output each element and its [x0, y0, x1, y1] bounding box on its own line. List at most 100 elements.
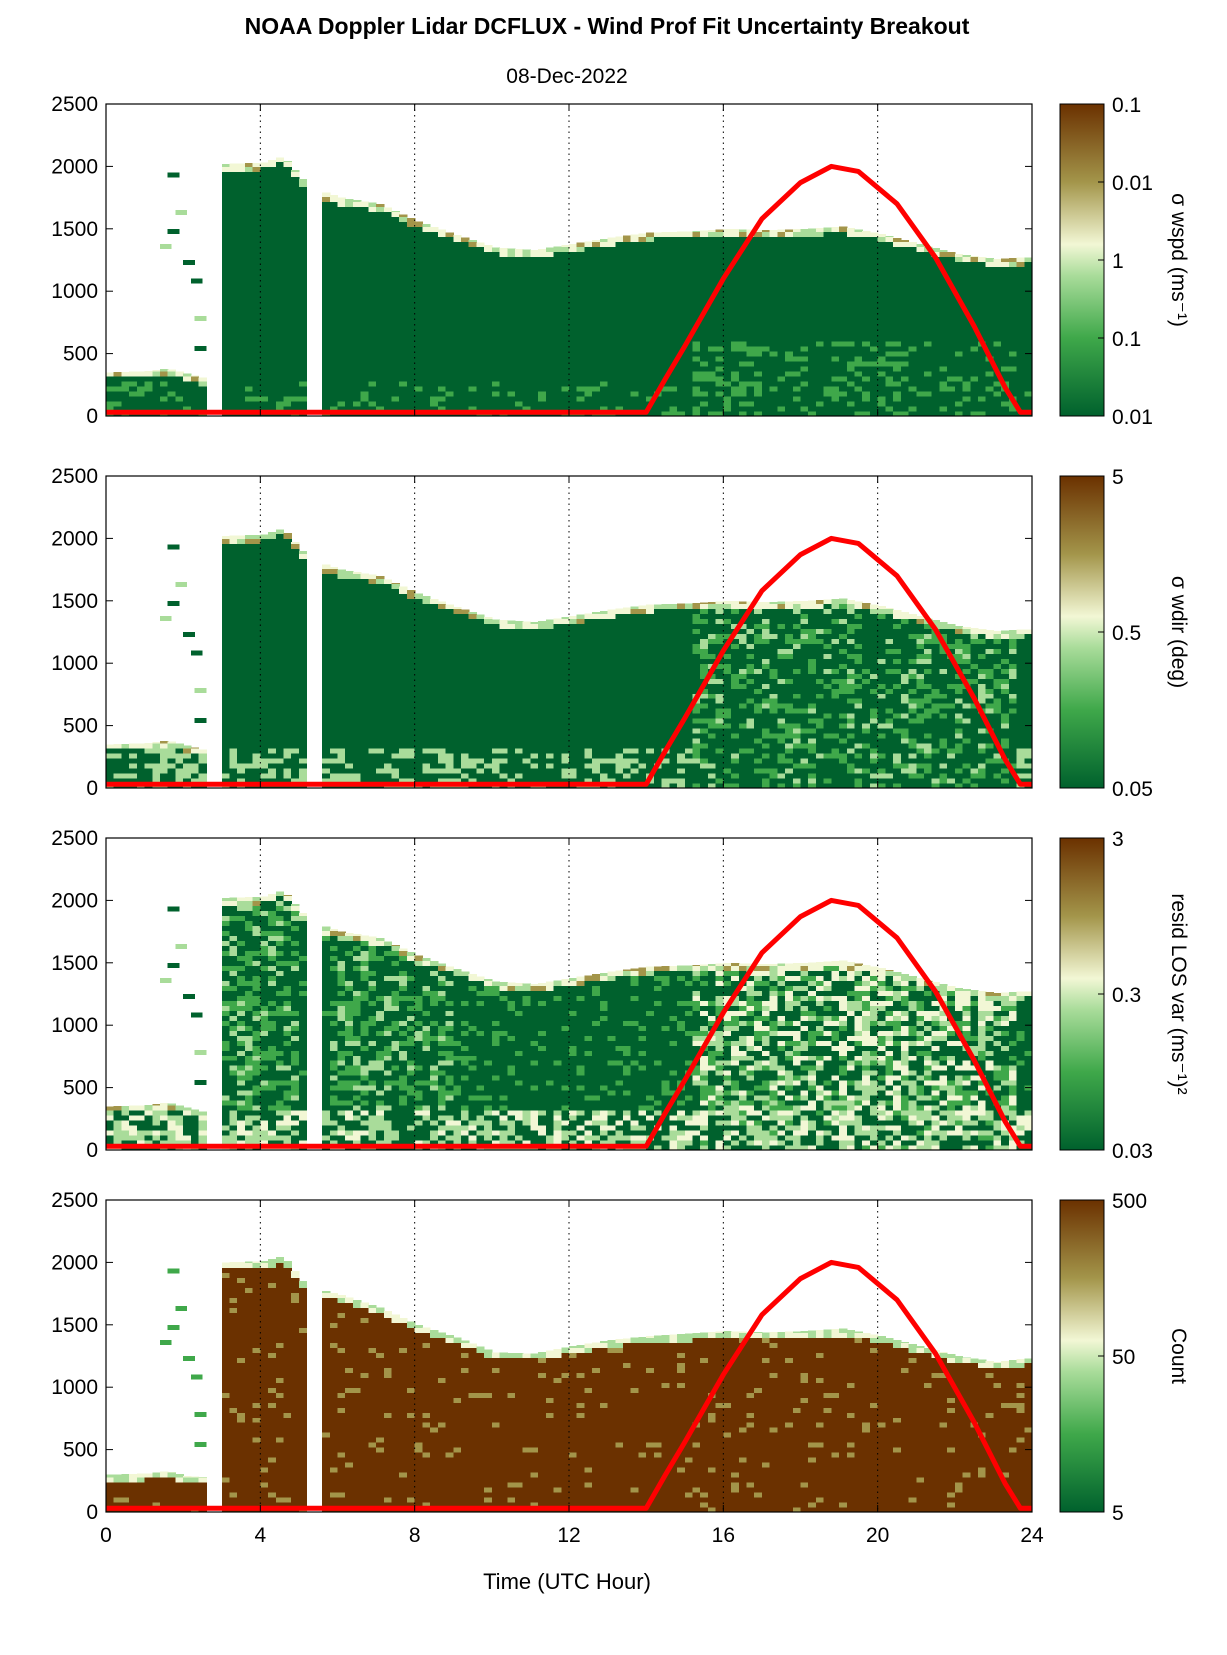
- panel-wspd-cell: [345, 198, 354, 202]
- panel-wspd-cell: [229, 406, 238, 412]
- panel-wspd-cell: [383, 321, 393, 327]
- panel-wspd-cell: [268, 281, 277, 287]
- panel-wspd-cell: [553, 251, 562, 257]
- panel-wspd-cell: [815, 291, 825, 297]
- panel-wspd-cell: [576, 326, 586, 332]
- panel-wdir-cell: [337, 708, 346, 714]
- panel-wspd-cell: [268, 391, 277, 397]
- panel-wspd-cell: [476, 271, 485, 277]
- panel-wspd-cell: [453, 241, 462, 247]
- panel-wspd-cell: [731, 241, 740, 247]
- panel-wdir-cell: [260, 598, 269, 604]
- panel-wdir-cell: [152, 778, 161, 784]
- panel-wspd-cell: [160, 371, 169, 377]
- panel-wspd-cell: [792, 246, 802, 252]
- panel-wdir-cell: [291, 678, 300, 684]
- panel-wspd-cell: [939, 361, 948, 367]
- panel-wdir-cell: [291, 623, 300, 629]
- panel-wspd-cell: [160, 401, 169, 407]
- panel-wdir-cell: [229, 768, 238, 774]
- panel-wspd-cell: [823, 261, 832, 267]
- panel-wspd-cell: [491, 391, 501, 397]
- panel-wspd-cell: [623, 236, 632, 242]
- panel-wspd-cell: [815, 227, 825, 232]
- panel-wspd-cell: [993, 336, 1002, 342]
- panel-wdir-cell: [268, 698, 277, 704]
- panel-wspd-cell: [831, 346, 840, 352]
- panel-wdir-cell: [221, 618, 231, 624]
- panel-wspd-cell: [777, 231, 786, 237]
- panel-wspd-cell: [815, 346, 825, 352]
- panel-wspd-cell: [1024, 391, 1033, 397]
- panel-wspd-cell: [630, 361, 640, 367]
- panel-wspd-cell: [785, 291, 794, 297]
- panel-wdir-cell: [298, 768, 308, 774]
- panel-wspd-cell: [800, 301, 809, 307]
- panel-wdir-cell: [337, 673, 346, 679]
- panel-wspd-cell: [237, 281, 246, 287]
- panel-wspd-cell: [1024, 326, 1033, 332]
- panel-wdir-cell: [322, 623, 331, 629]
- panel-wspd-cell: [576, 366, 586, 372]
- panel-wspd-cell: [514, 326, 524, 332]
- panel-wspd-cell: [499, 396, 508, 402]
- panel-wspd-cell: [923, 311, 933, 317]
- panel-wspd-cell: [507, 281, 516, 287]
- panel-wspd-cell: [931, 336, 940, 342]
- panel-wdir-cell: [237, 558, 246, 564]
- panel-wspd-cell: [731, 316, 740, 322]
- panel-wspd-cell: [754, 229, 763, 232]
- panel-wspd-cell: [1016, 331, 1025, 337]
- panel-wspd-cell: [769, 321, 778, 327]
- panel-wspd-cell: [684, 306, 694, 312]
- panel-wspd-cell: [785, 406, 794, 412]
- panel-wdir-cell: [329, 643, 339, 649]
- panel-wdir-cell: [298, 708, 308, 714]
- panel-wspd-cell: [831, 296, 840, 302]
- panel-wspd-cell: [754, 251, 763, 257]
- panel-wspd-cell: [769, 341, 778, 347]
- panel-wdir-cell: [160, 773, 169, 779]
- panel-wspd-cell: [754, 406, 763, 412]
- panel-wspd-cell: [329, 396, 339, 402]
- panel-wspd-cell: [252, 251, 261, 257]
- panel-wdir-cell: [244, 538, 254, 544]
- panel-wspd-cell: [669, 256, 678, 262]
- panel-wdir-cell: [252, 633, 261, 639]
- panel-wspd-cell: [1001, 331, 1010, 337]
- panel-wspd-cell: [437, 286, 447, 292]
- panel-wspd-cell: [190, 391, 200, 397]
- panel-wdir-cell: [337, 718, 346, 724]
- panel-wspd-cell: [877, 286, 886, 292]
- panel-wspd-cell: [275, 366, 285, 372]
- panel-wspd-cell: [908, 396, 917, 402]
- panel-wspd-cell: [900, 296, 910, 302]
- panel-wspd-cell: [893, 281, 902, 287]
- panel-wspd-cell: [453, 331, 462, 337]
- panel-wspd-cell: [785, 346, 794, 352]
- panel-wspd-cell: [700, 291, 709, 297]
- panel-wspd-cell: [723, 386, 732, 392]
- panel-wdir-cell: [106, 763, 115, 769]
- panel-wspd-cell: [491, 256, 501, 262]
- panel-wspd-cell: [692, 261, 701, 267]
- panel-wspd-cell: [221, 221, 231, 227]
- panel-wdir-cell: [291, 658, 300, 664]
- panel-wdir-cell: [337, 733, 346, 739]
- panel-wspd-cell: [337, 386, 346, 392]
- panel-wspd-cell: [337, 231, 346, 237]
- panel-wspd-cell: [491, 336, 501, 342]
- panel-wspd-cell: [1024, 311, 1033, 317]
- panel-wspd-cell: [522, 401, 532, 407]
- panel-wspd-cell: [275, 351, 285, 357]
- panel-wspd-cell: [977, 361, 987, 367]
- panel-wspd-cell: [561, 391, 570, 397]
- panel-wspd-cell: [615, 361, 624, 367]
- panel-wspd-cell: [723, 346, 732, 352]
- panel-wspd-cell: [260, 251, 269, 257]
- panel-wspd-cell: [430, 311, 439, 317]
- panel-wspd-cell: [244, 346, 254, 352]
- panel-wspd-cell: [993, 361, 1002, 367]
- panel-wspd-cell: [761, 256, 771, 262]
- panel-wdir-cell: [322, 588, 331, 594]
